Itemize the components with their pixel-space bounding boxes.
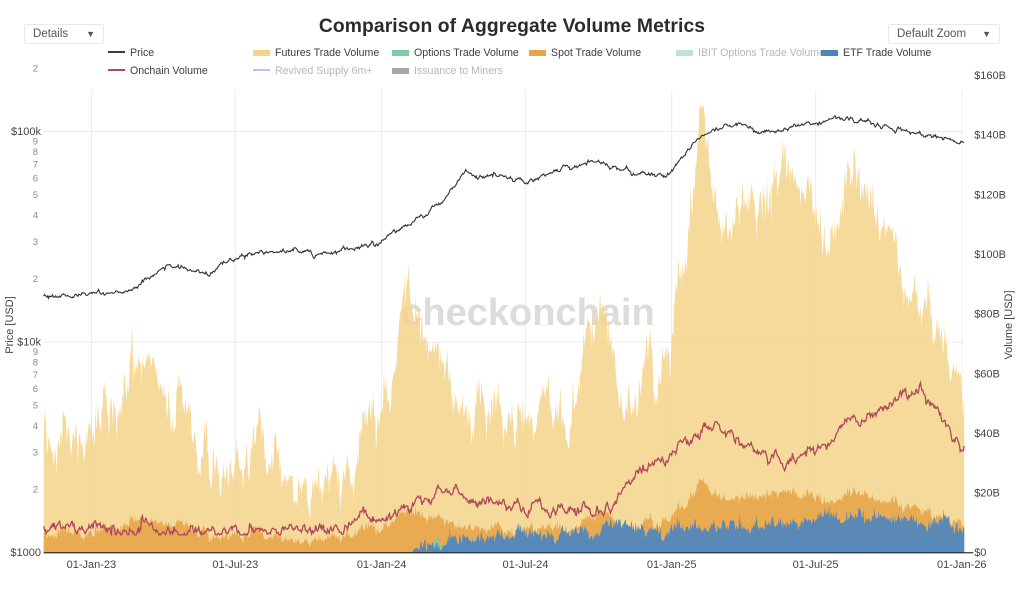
- svg-text:$60B: $60B: [974, 368, 1000, 380]
- svg-text:2: 2: [33, 274, 38, 285]
- svg-text:01-Jul-25: 01-Jul-25: [793, 559, 839, 571]
- svg-text:5: 5: [33, 190, 38, 201]
- svg-text:9: 9: [33, 136, 38, 147]
- svg-text:4: 4: [33, 421, 38, 432]
- svg-text:4: 4: [33, 211, 38, 222]
- svg-text:Volume [USD]: Volume [USD]: [1003, 290, 1015, 359]
- svg-text:$1000: $1000: [10, 547, 41, 559]
- svg-text:7: 7: [33, 159, 38, 170]
- svg-text:6: 6: [33, 384, 38, 395]
- svg-text:$20B: $20B: [974, 488, 1000, 500]
- svg-text:01-Jan-26: 01-Jan-26: [937, 559, 987, 571]
- svg-text:$0: $0: [974, 547, 986, 559]
- svg-text:$160B: $160B: [974, 70, 1006, 82]
- svg-text:Price [USD]: Price [USD]: [4, 296, 16, 353]
- svg-text:8: 8: [33, 358, 38, 369]
- svg-text:5: 5: [33, 401, 38, 412]
- svg-text:01-Jul-23: 01-Jul-23: [212, 559, 258, 571]
- svg-text:$40B: $40B: [974, 428, 1000, 440]
- svg-text:$100B: $100B: [974, 249, 1006, 261]
- svg-text:$80B: $80B: [974, 309, 1000, 321]
- svg-text:7: 7: [33, 370, 38, 381]
- svg-text:checkonchain: checkonchain: [401, 292, 654, 334]
- svg-text:01-Jan-24: 01-Jan-24: [357, 559, 407, 571]
- svg-text:01-Jan-25: 01-Jan-25: [647, 559, 697, 571]
- svg-text:2: 2: [33, 63, 38, 74]
- svg-text:$120B: $120B: [974, 189, 1006, 201]
- svg-text:3: 3: [33, 237, 38, 248]
- svg-text:6: 6: [33, 173, 38, 184]
- svg-text:2: 2: [33, 485, 38, 496]
- svg-text:9: 9: [33, 347, 38, 358]
- svg-text:3: 3: [33, 447, 38, 458]
- svg-text:01-Jul-24: 01-Jul-24: [502, 559, 548, 571]
- svg-text:01-Jan-23: 01-Jan-23: [67, 559, 117, 571]
- svg-text:8: 8: [33, 147, 38, 158]
- svg-text:$140B: $140B: [974, 130, 1006, 142]
